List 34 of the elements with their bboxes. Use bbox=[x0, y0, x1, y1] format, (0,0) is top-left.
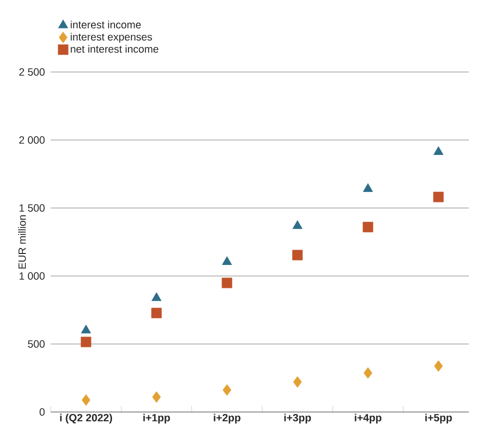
legend-label: interest expenses bbox=[70, 32, 152, 43]
x-tick-label: i+3pp bbox=[284, 414, 311, 424]
point bbox=[364, 367, 372, 379]
point bbox=[433, 192, 444, 202]
point bbox=[151, 308, 162, 318]
x-tick-label: i+1pp bbox=[143, 414, 170, 424]
point bbox=[222, 278, 232, 288]
point bbox=[81, 324, 91, 334]
x-tick-label: i+2pp bbox=[214, 414, 240, 424]
y-tick-label: 0 bbox=[40, 408, 45, 416]
point bbox=[222, 384, 232, 396]
y-tick-label: 1 000 bbox=[20, 272, 45, 280]
point bbox=[363, 183, 373, 192]
point bbox=[222, 256, 232, 265]
point bbox=[433, 146, 444, 155]
point bbox=[152, 292, 162, 301]
point bbox=[82, 394, 90, 406]
point bbox=[80, 336, 92, 348]
y-axis-title: EUR million bbox=[18, 215, 26, 269]
y-tick-label: 2 500 bbox=[19, 68, 45, 76]
y-tick-label: 500 bbox=[28, 340, 45, 348]
point bbox=[152, 391, 161, 403]
point bbox=[434, 360, 443, 372]
point bbox=[362, 222, 374, 232]
y-tick-label: 2 000 bbox=[19, 136, 45, 144]
x-tick-label: i (Q2 2022) bbox=[60, 414, 112, 424]
legend-label: interest income bbox=[70, 20, 141, 28]
point bbox=[292, 250, 303, 260]
point bbox=[293, 376, 302, 388]
legend-label: net interest income bbox=[70, 45, 158, 53]
x-tick-label: i+4pp bbox=[354, 414, 382, 424]
x-tick-label: i+5pp bbox=[425, 414, 452, 424]
y-tick-label: 1 500 bbox=[20, 204, 45, 212]
point bbox=[292, 220, 302, 229]
